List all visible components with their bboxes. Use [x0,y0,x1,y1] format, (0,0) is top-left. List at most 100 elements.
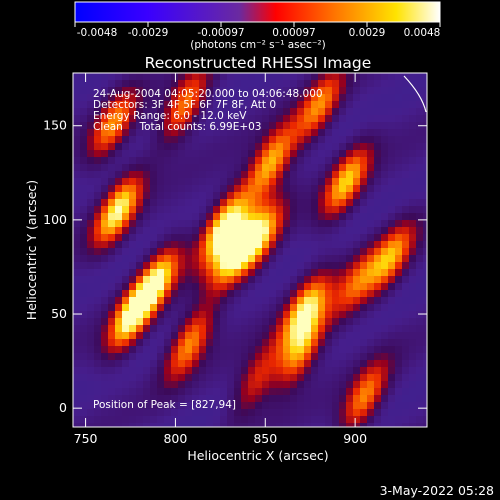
heatmap-cell [234,115,242,123]
heatmap-cell [192,395,200,403]
heatmap-cell [185,87,193,95]
heatmap-cell [395,220,403,228]
heatmap-cell [304,248,312,256]
heatmap-cell [171,234,179,242]
heatmap-cell [150,332,158,340]
heatmap-cell [290,164,298,172]
heatmap-cell [248,395,256,403]
heatmap-cell [213,353,221,361]
heatmap-cell [388,283,396,291]
heatmap-cell [143,136,151,144]
heatmap-cell [395,409,403,417]
heatmap-cell [115,129,123,137]
heatmap-cell [87,206,95,214]
heatmap-cell [255,143,263,151]
heatmap-cell [87,290,95,298]
heatmap-cell [248,143,256,151]
heatmap-cell [395,234,403,242]
heatmap-cell [318,136,326,144]
heatmap-cell [157,122,165,130]
heatmap-cell [199,248,207,256]
heatmap-cell [143,304,151,312]
heatmap-cell [164,115,172,123]
heatmap-cell [276,402,284,410]
heatmap-cell [122,311,130,319]
heatmap-cell [157,423,165,427]
heatmap-cell [367,367,375,375]
heatmap-cell [178,213,186,221]
heatmap-cell [255,171,263,179]
heatmap-cell [220,325,228,333]
heatmap-cell [80,339,88,347]
heatmap-cell [108,360,116,368]
heatmap-cell [409,122,417,130]
heatmap-cell [80,171,88,179]
heatmap-cell [339,367,347,375]
heatmap-cell [381,248,389,256]
heatmap-cell [213,227,221,235]
heatmap-cell [388,346,396,354]
heatmap-cell [409,311,417,319]
heatmap-cell [234,220,242,228]
heatmap-cell [73,220,81,228]
heatmap-cell [311,374,319,382]
heatmap-cell [374,255,382,263]
heatmap-cell [136,108,144,116]
heatmap-cell [136,423,144,427]
heatmap-cell [87,255,95,263]
heatmap-cell [381,402,389,410]
heatmap-cell [276,192,284,200]
heatmap-cell [409,409,417,417]
heatmap-cell [213,423,221,427]
heatmap-cell [283,192,291,200]
heatmap-cell [129,276,137,284]
heatmap-cell [304,94,312,102]
heatmap-cell [416,318,424,326]
heatmap-cell [115,157,123,165]
heatmap-cell [171,199,179,207]
heatmap-cell [143,367,151,375]
heatmap-cell [108,178,116,186]
heatmap-cell [416,409,424,417]
heatmap-cell [157,143,165,151]
heatmap-cell [248,297,256,305]
heatmap-cell [164,409,172,417]
heatmap-cell [220,157,228,165]
heatmap-cell [290,227,298,235]
heatmap-cell [241,402,249,410]
heatmap-cell [360,381,368,389]
heatmap-cell [367,283,375,291]
heatmap-cell [423,297,427,305]
heatmap-cell [122,206,130,214]
heatmap-cell [213,248,221,256]
heatmap-cell [199,395,207,403]
heatmap-cell [276,206,284,214]
footer-date: 3-May-2022 05:28 [380,483,494,498]
heatmap-cell [416,178,424,186]
heatmap-cell [318,178,326,186]
heatmap-cell [150,94,158,102]
heatmap-cell [108,73,116,81]
heatmap-cell [262,332,270,340]
heatmap-cell [276,80,284,88]
heatmap-cell [87,129,95,137]
heatmap-cell [87,318,95,326]
heatmap-cell [115,367,123,375]
heatmap-cell [73,353,81,361]
heatmap-cell [129,94,137,102]
heatmap-cell [241,227,249,235]
heatmap-cell [87,381,95,389]
heatmap-cell [269,248,277,256]
heatmap-cell [297,262,305,270]
heatmap-cell [276,255,284,263]
heatmap-cell [220,297,228,305]
heatmap-cell [423,332,427,340]
heatmap-cell [94,213,102,221]
heatmap-cell [227,332,235,340]
heatmap-cell [262,311,270,319]
heatmap-cell [220,178,228,186]
heatmap-cell [318,129,326,137]
heatmap-cell [241,101,249,109]
heatmap-cell [115,213,123,221]
heatmap-cell [269,157,277,165]
